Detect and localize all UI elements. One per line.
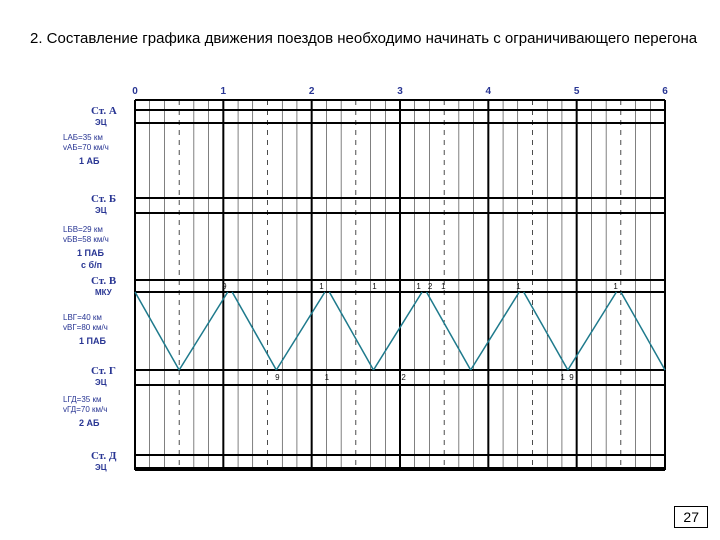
svg-text:3: 3 bbox=[397, 86, 403, 97]
svg-text:1: 1 bbox=[416, 282, 421, 291]
svg-text:4: 4 bbox=[486, 86, 492, 97]
svg-text:ЭЦ: ЭЦ bbox=[95, 378, 107, 387]
svg-text:1: 1 bbox=[325, 373, 330, 382]
svg-text:1 ПАБ: 1 ПАБ bbox=[77, 248, 104, 258]
svg-text:9: 9 bbox=[222, 282, 227, 291]
svg-text:9: 9 bbox=[569, 373, 574, 382]
svg-text:1: 1 bbox=[516, 282, 521, 291]
svg-text:6: 6 bbox=[662, 86, 668, 97]
svg-text:2: 2 bbox=[428, 282, 433, 291]
svg-text:vВГ=80 км/ч: vВГ=80 км/ч bbox=[63, 323, 108, 332]
svg-text:LВГ=40 км: LВГ=40 км bbox=[63, 313, 102, 322]
train-schedule-chart: 0123456Ст. АЭЦСт. БЭЦСт. ВМКУСт. ГЭЦСт. … bbox=[60, 80, 680, 500]
svg-text:2: 2 bbox=[401, 373, 406, 382]
svg-text:1 АБ: 1 АБ bbox=[79, 156, 100, 166]
svg-text:1: 1 bbox=[221, 86, 227, 97]
svg-text:ЭЦ: ЭЦ bbox=[95, 118, 107, 127]
svg-text:5: 5 bbox=[574, 86, 580, 97]
svg-text:ЭЦ: ЭЦ bbox=[95, 206, 107, 215]
svg-text:LБВ=29 км: LБВ=29 км bbox=[63, 225, 103, 234]
svg-text:vБВ=58 км/ч: vБВ=58 км/ч bbox=[63, 235, 109, 244]
svg-text:с б/п: с б/п bbox=[81, 260, 102, 270]
svg-text:1: 1 bbox=[319, 282, 324, 291]
page-number: 27 bbox=[674, 506, 708, 528]
svg-text:ЭЦ: ЭЦ bbox=[95, 463, 107, 472]
svg-text:Ст. Г: Ст. Г bbox=[91, 365, 116, 377]
chart-svg: 0123456Ст. АЭЦСт. БЭЦСт. ВМКУСт. ГЭЦСт. … bbox=[60, 80, 680, 500]
page-title: 2. Составление графика движения поездов … bbox=[30, 28, 697, 49]
svg-text:1: 1 bbox=[560, 373, 565, 382]
svg-text:0: 0 bbox=[132, 86, 138, 97]
svg-text:Ст. А: Ст. А bbox=[91, 105, 117, 117]
svg-text:1 ПАБ: 1 ПАБ bbox=[79, 336, 106, 346]
svg-text:1: 1 bbox=[372, 282, 377, 291]
svg-text:LГД=35 км: LГД=35 км bbox=[63, 395, 101, 404]
svg-text:2: 2 bbox=[309, 86, 315, 97]
svg-text:LАБ=35 км: LАБ=35 км bbox=[63, 133, 103, 142]
svg-text:9: 9 bbox=[275, 373, 280, 382]
svg-text:МКУ: МКУ bbox=[95, 288, 113, 297]
svg-text:Ст. Д: Ст. Д bbox=[91, 450, 117, 462]
svg-text:1: 1 bbox=[613, 282, 618, 291]
svg-text:2 АБ: 2 АБ bbox=[79, 418, 100, 428]
svg-text:Ст. Б: Ст. Б bbox=[91, 193, 116, 205]
svg-text:vАБ=70 км/ч: vАБ=70 км/ч bbox=[63, 143, 109, 152]
svg-text:vГД=70 км/ч: vГД=70 км/ч bbox=[63, 405, 107, 414]
svg-text:Ст. В: Ст. В bbox=[91, 275, 117, 287]
svg-text:1: 1 bbox=[441, 282, 446, 291]
